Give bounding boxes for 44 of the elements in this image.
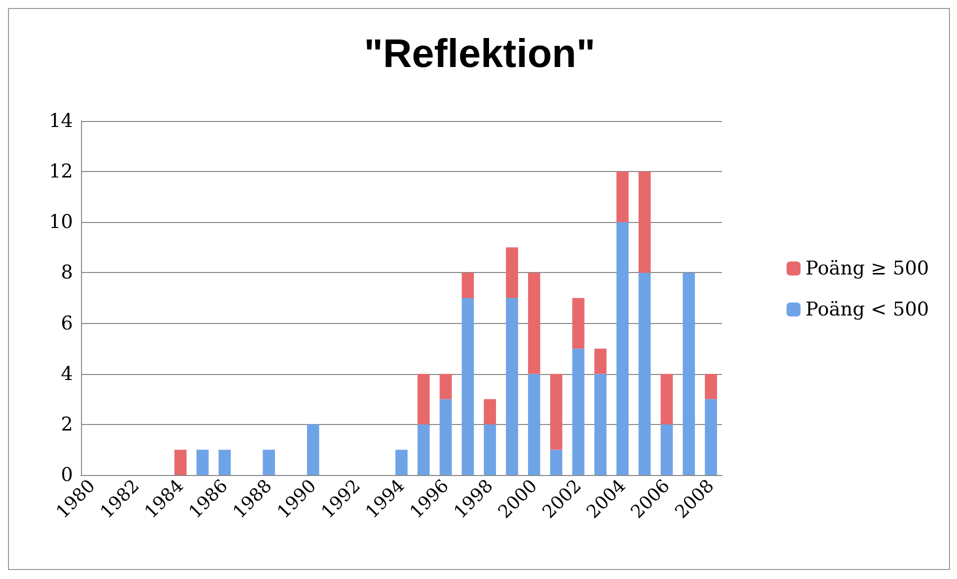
bar (462, 298, 474, 475)
bar (262, 450, 275, 475)
y-tick-label: 14 (48, 110, 73, 132)
bar (616, 172, 629, 222)
bar (506, 298, 518, 475)
bar (682, 272, 695, 475)
y-tick-label: 0 (60, 464, 73, 486)
bar (528, 374, 540, 475)
bar (572, 348, 584, 475)
bar (395, 450, 408, 475)
bar (550, 374, 562, 450)
bar (174, 450, 187, 475)
bar (594, 374, 607, 475)
bar (196, 450, 209, 475)
bar (616, 222, 629, 475)
bar (550, 450, 562, 475)
bar (418, 424, 430, 475)
bar (484, 424, 496, 475)
bar (638, 172, 651, 273)
bar (528, 272, 540, 374)
bar (462, 272, 474, 298)
bar (440, 399, 452, 475)
bar (638, 272, 651, 475)
bar (484, 399, 496, 424)
y-tick-label: 12 (48, 160, 73, 183)
y-tick-label: 4 (60, 362, 73, 385)
bar (660, 374, 673, 424)
chart-title: "Reflektion" (364, 32, 596, 76)
bar (307, 424, 320, 475)
bar (440, 374, 452, 400)
bar (704, 374, 718, 400)
legend-label: Poäng ≥ 500 (806, 258, 930, 280)
bar (660, 424, 673, 475)
bar (704, 399, 718, 475)
bar (218, 450, 231, 475)
y-tick-label: 10 (48, 211, 73, 234)
y-tick-label: 2 (60, 413, 73, 436)
bar (572, 298, 584, 349)
legend-label: Poäng < 500 (806, 298, 930, 320)
bar (594, 348, 607, 374)
bar (506, 247, 518, 298)
bar (418, 374, 430, 424)
y-tick-label: 6 (60, 312, 73, 334)
y-tick-label: 8 (60, 262, 73, 284)
